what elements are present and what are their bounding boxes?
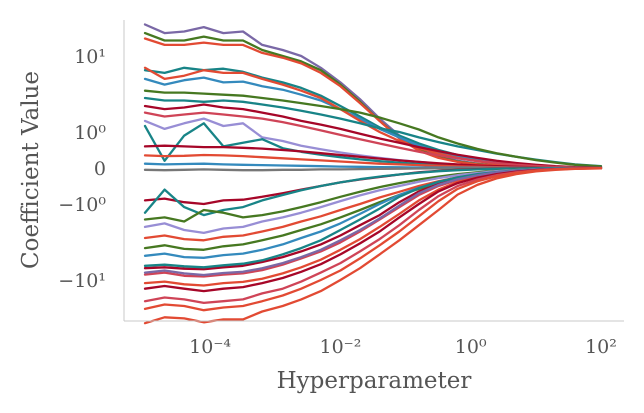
tick-labels: 10⁻⁴ 10⁻² 10⁰ 10² 10¹ 10⁰ 0 −10⁰ −10¹ — [58, 46, 617, 358]
series-line-8 — [143, 89, 603, 168]
series-line-24 — [143, 166, 603, 271]
y-tick-label-1: 10¹ — [74, 46, 106, 68]
series-lines — [143, 23, 603, 325]
x-tick-label-3: 10⁰ — [455, 336, 487, 358]
y-tick-label-2: 10⁰ — [74, 122, 106, 144]
series-line-4 — [143, 66, 603, 169]
x-tick-label-2: 10⁻² — [319, 336, 361, 358]
y-axis-label: Coefficient Value — [18, 71, 44, 269]
series-line-10 — [143, 111, 603, 169]
y-tick-label-5: −10¹ — [58, 270, 106, 292]
x-tick-label-1: 10⁻⁴ — [189, 336, 231, 358]
series-line-12 — [143, 122, 603, 170]
series-line-6 — [143, 66, 603, 169]
x-tick-label-4: 10² — [585, 336, 617, 358]
series-line-9 — [143, 103, 603, 169]
y-tick-label-4: −10⁰ — [58, 194, 106, 216]
series-line-32 — [143, 167, 603, 325]
x-axis-label: Hyperparameter — [277, 368, 472, 394]
y-tick-label-3: 0 — [94, 158, 106, 180]
series-line-3 — [143, 37, 603, 170]
